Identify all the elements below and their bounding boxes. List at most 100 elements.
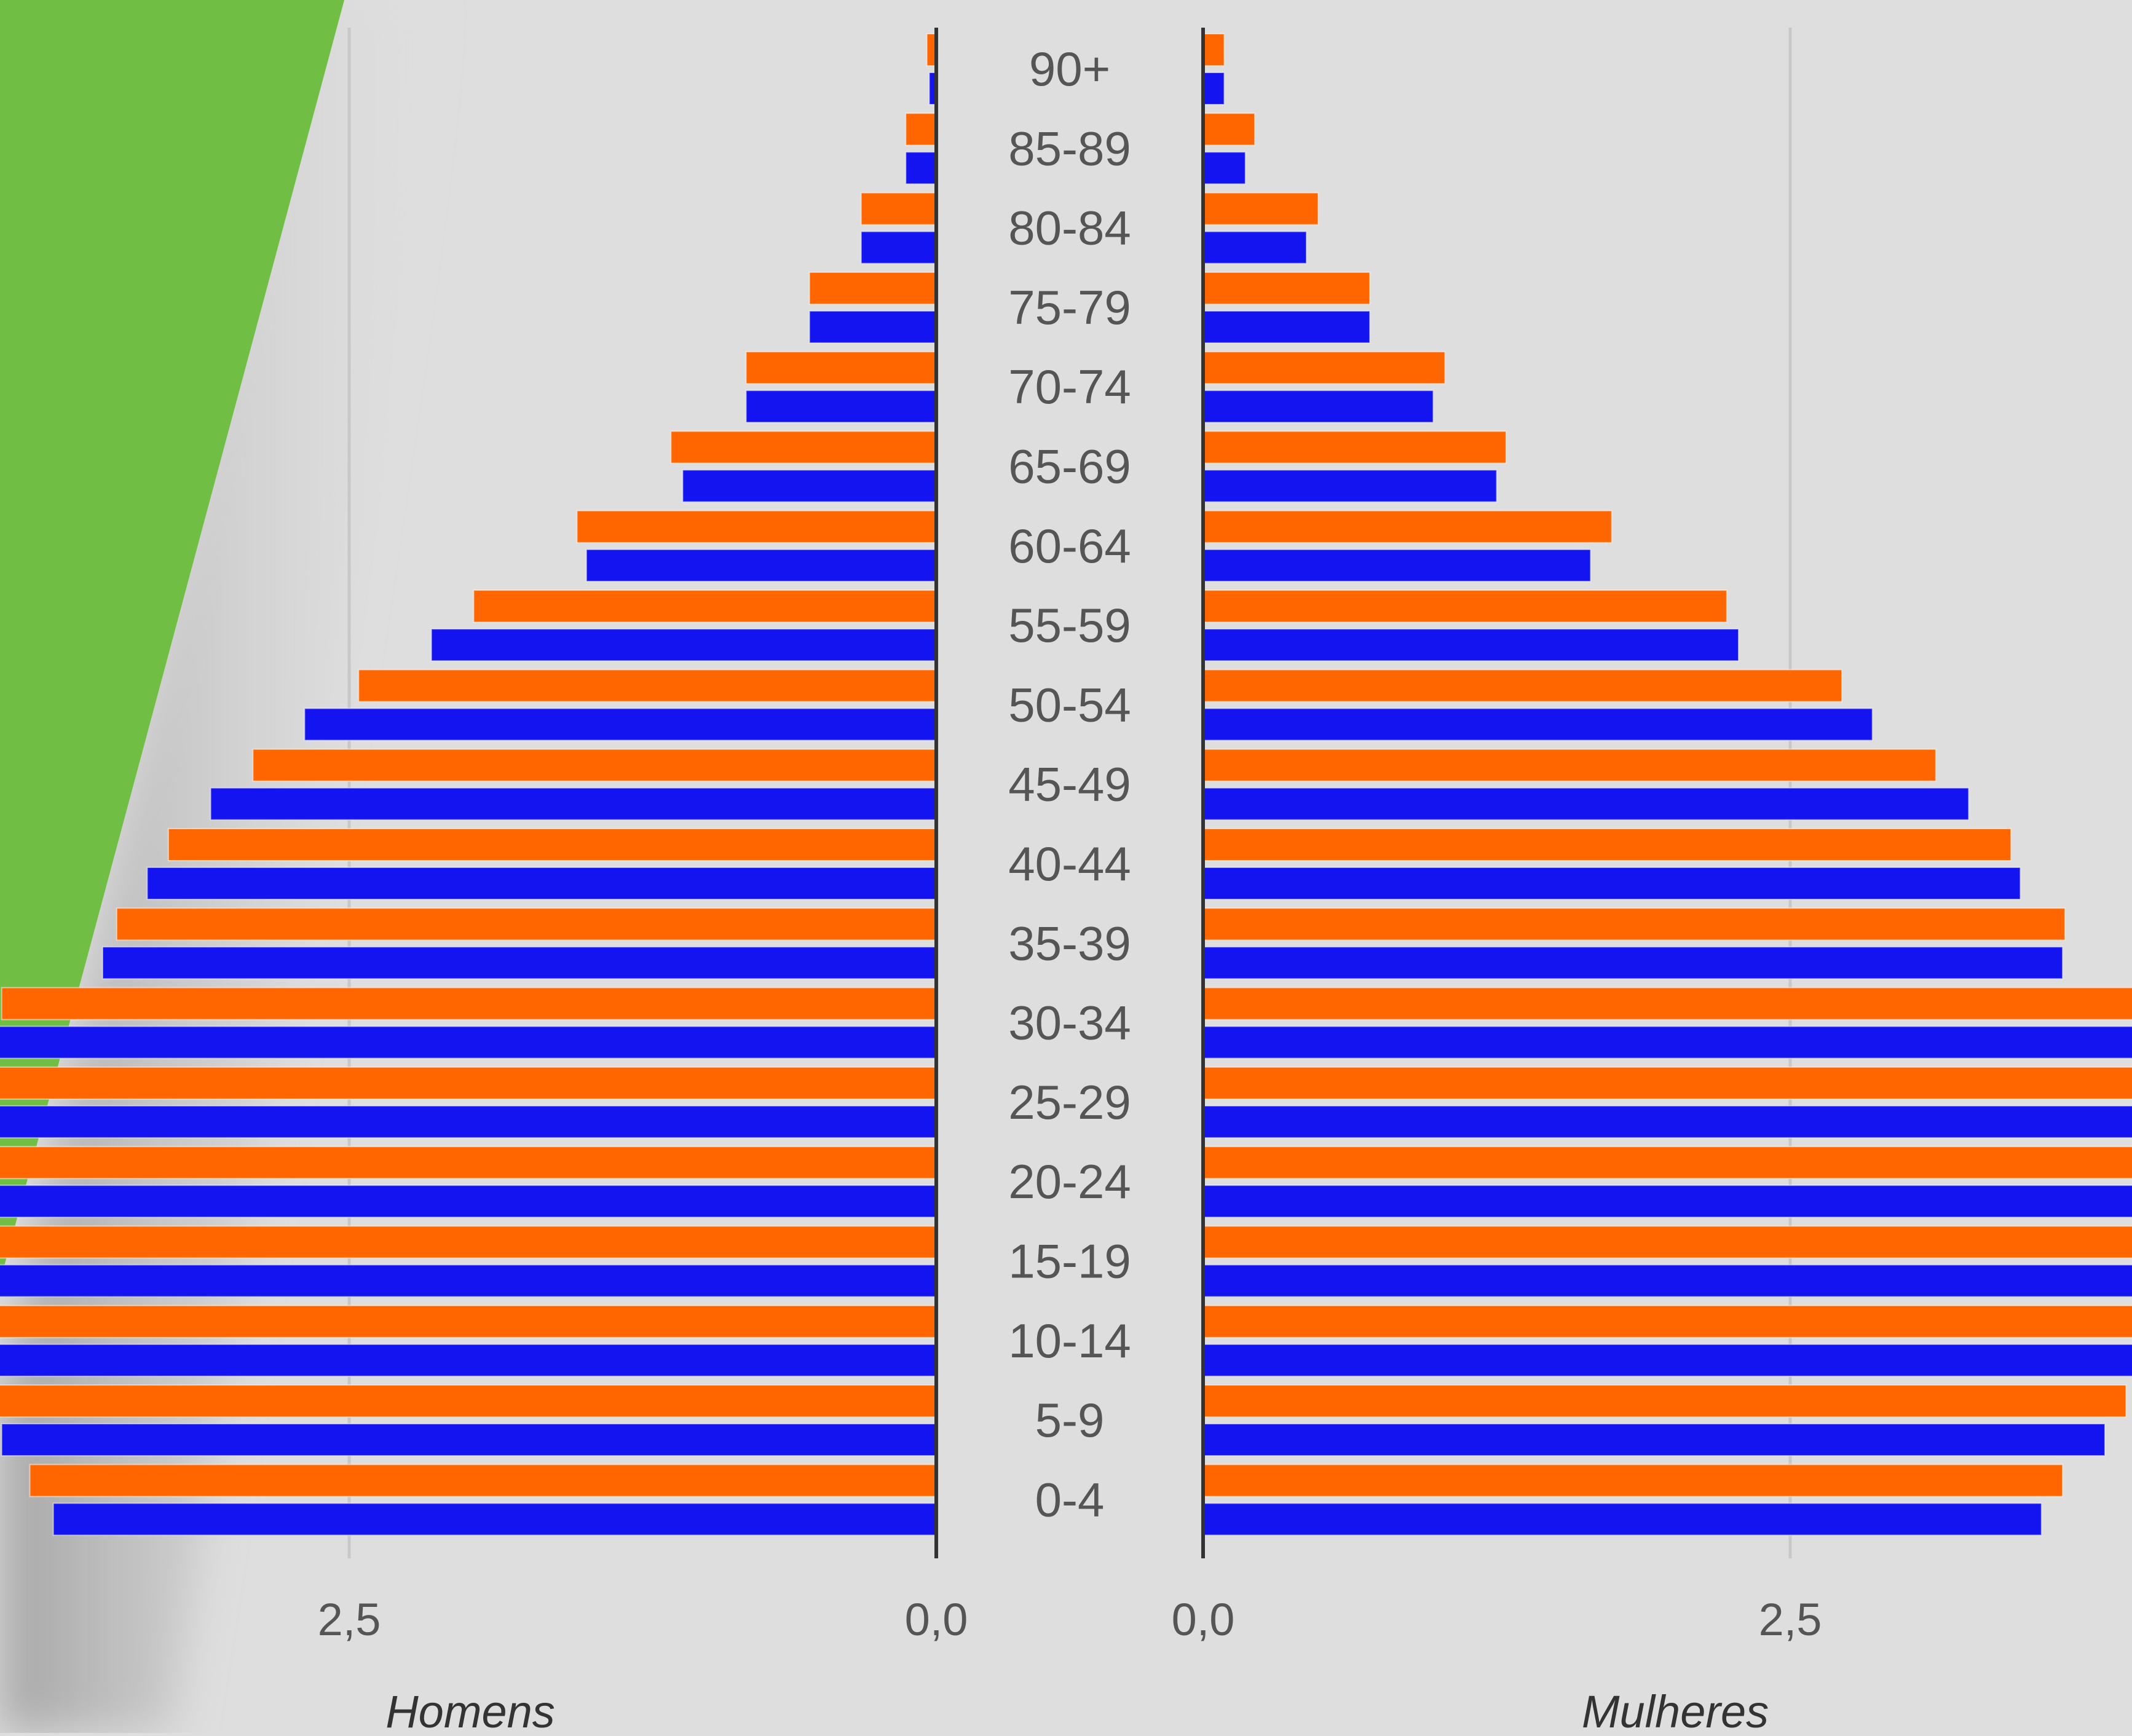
homens-blue-bar xyxy=(0,1025,937,1059)
decorative-accent xyxy=(0,0,443,1733)
homens-blue-bar xyxy=(0,1105,938,1138)
mulheres-orange-bar xyxy=(1202,1225,2132,1259)
mulheres-orange-bar xyxy=(1202,430,1507,464)
mulheres-orange-bar xyxy=(1202,271,1371,305)
green-accent-shape xyxy=(0,0,344,1282)
homens-orange-bar xyxy=(0,1146,938,1180)
homens-blue-bar xyxy=(745,390,937,424)
age-group-label: 30-34 xyxy=(1008,996,1131,1050)
mulheres-blue-bar xyxy=(1202,787,1970,821)
center-axes xyxy=(934,28,1205,1558)
age-group-label: 45-49 xyxy=(1008,757,1131,811)
mulheres-orange-bar xyxy=(1202,351,1446,385)
homens-blue-bar xyxy=(860,231,938,264)
age-group-label: 35-39 xyxy=(1008,916,1131,970)
homens-blue-bar xyxy=(304,708,937,741)
homens-blue-bar xyxy=(101,946,937,980)
homens-blue-bar xyxy=(0,1185,938,1218)
homens-orange-bar xyxy=(358,669,937,703)
mulheres-orange-bar xyxy=(1202,192,1319,226)
mulheres-blue-bar xyxy=(1202,708,1873,741)
mulheres-blue-bar xyxy=(1202,310,1371,344)
homens-orange-bar xyxy=(670,430,937,464)
mulheres-orange-bar xyxy=(1202,1066,2132,1100)
mulheres-blue-bar xyxy=(1202,946,2064,980)
age-group-labels: 90+ 85-89 80-84 75-79 70-74 65-69 60-64 55-59 50… xyxy=(1008,42,1131,1526)
age-group-label: 90+ xyxy=(1029,42,1110,96)
age-group-label: 85-89 xyxy=(1008,121,1131,175)
age-group-label: 15-19 xyxy=(1008,1234,1131,1288)
age-group-label: 5-9 xyxy=(1035,1393,1105,1447)
homens-blue-bar xyxy=(0,1343,938,1377)
homens-blue-bar xyxy=(430,628,937,662)
homens-orange-bar xyxy=(252,748,937,782)
homens-orange-bar xyxy=(0,1225,938,1259)
mulheres-blue-bar xyxy=(1202,548,1592,582)
homens-blue-bar xyxy=(52,1502,937,1536)
mulheres-orange-bar xyxy=(1202,669,1843,703)
homens-orange-bar xyxy=(29,1464,938,1497)
homens-blue-bar xyxy=(146,867,938,900)
homens-orange-bar xyxy=(808,271,937,305)
homens-blue-bar xyxy=(585,548,937,582)
mulheres-blue-bar xyxy=(1202,72,1225,105)
homens-orange-bar xyxy=(860,192,938,226)
mulheres-blue-bar xyxy=(1202,231,1308,264)
age-group-label: 65-69 xyxy=(1008,440,1131,494)
age-group-label: 0-4 xyxy=(1035,1472,1105,1526)
age-group-label: 60-64 xyxy=(1008,519,1131,573)
homens-orange-bar xyxy=(905,112,937,146)
homens-orange-bar xyxy=(0,1066,937,1100)
mulheres-blue-bar xyxy=(1202,1025,2132,1059)
homens-orange-bar xyxy=(473,590,937,623)
x-tick-label: 2,5 xyxy=(1759,1594,1822,1645)
mulheres-orange-bar xyxy=(1202,748,1937,782)
age-group-label: 80-84 xyxy=(1008,201,1131,255)
mulheres-blue-bar xyxy=(1202,1423,2106,1457)
mulheres-blue-bar xyxy=(1202,1343,2132,1377)
x-tick-label: 0,0 xyxy=(905,1594,968,1645)
x-tick-label: 2,5 xyxy=(318,1594,381,1645)
mulheres-blue-bar xyxy=(1202,1105,2132,1138)
mulheres-blue-bar xyxy=(1202,469,1498,503)
homens-orange-bar xyxy=(116,907,938,941)
homens-blue-bar xyxy=(808,310,937,344)
age-group-label: 10-14 xyxy=(1008,1314,1131,1368)
mulheres-orange-bar xyxy=(1202,1304,2132,1338)
age-group-label: 70-74 xyxy=(1008,360,1131,414)
x-tick-labels: 0,00,02,52,55,05,07,57,5 xyxy=(318,1594,1822,1645)
homens-orange-bar xyxy=(0,1384,937,1418)
homens-orange-bar xyxy=(576,510,937,543)
age-group-label: 75-79 xyxy=(1008,280,1131,334)
mulheres-blue-bar xyxy=(1202,628,1739,662)
mulheres-blue-bar xyxy=(1202,390,1434,424)
mulheres-blue-bar xyxy=(1202,1502,2042,1536)
homens-orange-bar xyxy=(0,1304,938,1338)
mulheres-blue-bar xyxy=(1202,151,1246,185)
homens-blue-bar xyxy=(682,469,937,503)
mulheres-orange-bar xyxy=(1202,1384,2127,1418)
mulheres-blue-bar xyxy=(1202,1185,2132,1218)
slide-shadow xyxy=(0,0,443,1733)
homens-blue-bar xyxy=(905,151,937,185)
x-tick-label: 0,0 xyxy=(1172,1594,1235,1645)
homens-orange-bar xyxy=(167,828,937,861)
homens-blue-bar xyxy=(1,1423,937,1457)
age-group-label: 40-44 xyxy=(1008,837,1131,891)
bars-group xyxy=(0,33,2132,1536)
mulheres-blue-bar xyxy=(1202,1264,2132,1298)
mulheres-orange-bar xyxy=(1202,510,1613,543)
mulheres-orange-bar xyxy=(1202,907,2066,941)
homens-blue-bar xyxy=(210,787,937,821)
mulheres-orange-bar xyxy=(1202,828,2012,861)
mulheres-blue-bar xyxy=(1202,867,2021,900)
side-label-mulheres: Mulheres xyxy=(1582,1686,1769,1733)
mulheres-orange-bar xyxy=(1202,1464,2064,1497)
age-group-label: 25-29 xyxy=(1008,1075,1131,1129)
mulheres-orange-bar xyxy=(1202,112,1256,146)
mulheres-orange-bar xyxy=(1202,590,1727,623)
age-group-label: 50-54 xyxy=(1008,677,1131,732)
side-label-homens: Homens xyxy=(385,1686,555,1733)
